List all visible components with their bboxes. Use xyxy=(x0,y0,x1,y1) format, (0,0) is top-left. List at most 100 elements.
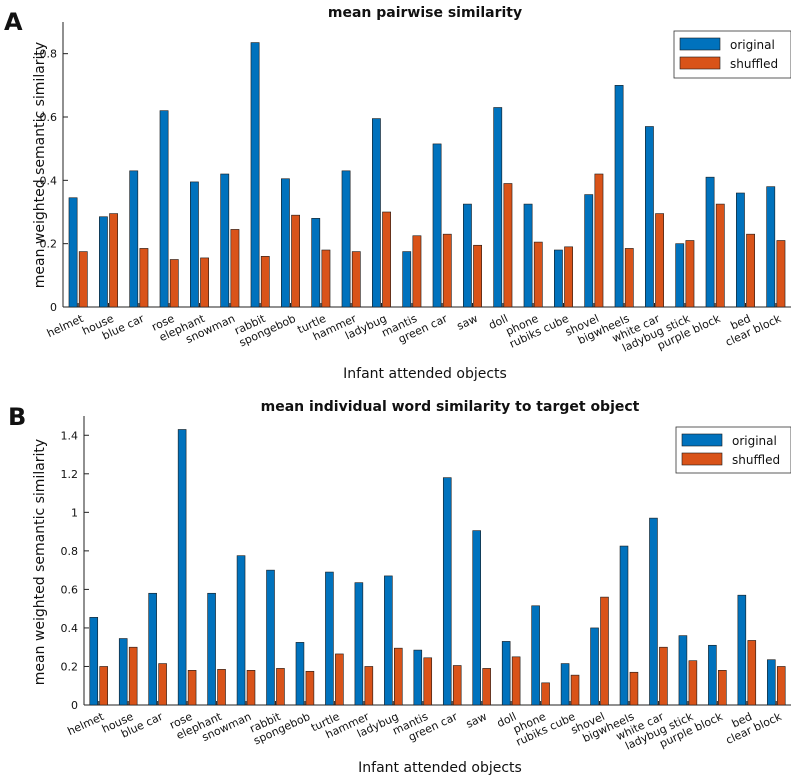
bar-shuffled xyxy=(217,669,226,706)
bar-shuffled xyxy=(655,213,664,308)
bar-original xyxy=(325,571,334,706)
bar-original xyxy=(531,605,540,706)
bar-original xyxy=(560,663,570,706)
bar-shuffled xyxy=(260,256,270,308)
bar-original xyxy=(442,477,452,706)
y-tick-label: 0.4 xyxy=(61,622,79,635)
bar-original xyxy=(354,582,364,706)
bar-original xyxy=(678,635,688,706)
bar-original xyxy=(590,627,599,706)
bar-original xyxy=(207,592,216,706)
bar-shuffled xyxy=(629,671,639,706)
bar-original xyxy=(736,192,745,308)
panel-letter: A xyxy=(4,8,23,36)
bar-original xyxy=(311,218,321,308)
bar-original xyxy=(708,644,717,706)
bar-original xyxy=(402,251,412,308)
bar-original xyxy=(493,107,503,308)
bar-shuffled xyxy=(78,251,88,308)
bar-shuffled xyxy=(99,666,108,706)
bar-shuffled xyxy=(351,251,361,308)
bar-original xyxy=(266,569,275,706)
legend-swatch-shuffled xyxy=(681,452,723,466)
bar-shuffled xyxy=(187,670,197,706)
legend-label-original: original xyxy=(730,38,775,52)
bar-shuffled xyxy=(473,244,482,308)
bar-original xyxy=(584,194,594,308)
bar-original xyxy=(649,517,658,706)
legend-swatch-original xyxy=(679,37,721,51)
bar-original xyxy=(413,649,423,706)
y-tick-label: 0.2 xyxy=(40,238,58,251)
bar-shuffled xyxy=(776,240,786,308)
y-tick-label: 1.2 xyxy=(61,468,79,481)
chart-title: mean individual word similarity to targe… xyxy=(261,399,640,415)
bar-shuffled xyxy=(364,666,374,706)
bar-original xyxy=(432,143,442,308)
y-tick-label: 0.8 xyxy=(40,48,58,61)
x-tick-label: saw xyxy=(455,312,480,333)
bar-shuffled xyxy=(158,663,167,706)
y-tick-label: 1.4 xyxy=(61,429,79,442)
bar-original xyxy=(220,173,230,308)
y-tick-label: 0.6 xyxy=(40,111,58,124)
bar-shuffled xyxy=(594,173,604,308)
x-axis-label: Infant attended objects xyxy=(358,760,522,776)
bar-shuffled xyxy=(685,240,695,308)
x-tick-label: clear block xyxy=(724,710,784,747)
bar-shuffled xyxy=(423,657,433,706)
y-tick-label: 0.8 xyxy=(61,545,79,558)
bar-original xyxy=(501,641,511,706)
bar-shuffled xyxy=(412,235,422,308)
bar-original xyxy=(295,642,305,706)
bar-original xyxy=(341,170,351,308)
panel-b: B mean individual word similarity to tar… xyxy=(8,399,791,776)
bar-original xyxy=(148,592,157,706)
bar-original xyxy=(159,110,169,308)
bar-shuffled xyxy=(452,665,462,706)
legend-swatch-shuffled xyxy=(679,56,721,70)
bar-original xyxy=(472,530,481,706)
x-tick-label: saw xyxy=(464,710,489,731)
bar-shuffled xyxy=(715,203,725,308)
legend-label-shuffled: shuffled xyxy=(732,453,780,467)
bar-original xyxy=(523,203,533,308)
bar-shuffled xyxy=(570,674,580,706)
bar-original xyxy=(118,638,128,706)
bar-original xyxy=(281,178,290,308)
bar-shuffled xyxy=(305,670,315,706)
bar-original xyxy=(675,243,685,308)
bar-original xyxy=(129,170,139,308)
panel-a: A mean pairwise similarity mean weighted… xyxy=(4,5,791,382)
bar-original xyxy=(767,659,776,706)
bar-original xyxy=(384,575,393,706)
y-tick-label: 1 xyxy=(71,506,78,519)
bar-shuffled xyxy=(230,229,240,308)
bar-shuffled xyxy=(503,183,513,308)
bar-original xyxy=(614,85,624,308)
bar-shuffled xyxy=(276,668,285,706)
bar-original xyxy=(177,429,187,706)
bar-shuffled xyxy=(291,214,300,308)
bar-shuffled xyxy=(246,670,256,706)
bar-shuffled xyxy=(718,670,727,706)
bar-original xyxy=(766,186,776,308)
bar-shuffled xyxy=(564,246,573,308)
legend-label-shuffled: shuffled xyxy=(730,57,778,71)
y-tick-label: 0.6 xyxy=(61,583,79,596)
bar-shuffled xyxy=(169,259,179,308)
bar-shuffled xyxy=(335,653,344,706)
bar-original xyxy=(463,203,472,308)
bar-shuffled xyxy=(746,233,755,308)
bar-original xyxy=(89,617,99,706)
bar-original xyxy=(236,555,246,706)
bar-shuffled xyxy=(600,596,609,706)
bar-original xyxy=(250,42,260,308)
bar-shuffled xyxy=(200,257,209,308)
bar-shuffled xyxy=(394,647,403,706)
bar-shuffled xyxy=(128,646,138,706)
y-tick-label: 0 xyxy=(50,301,57,314)
bar-original xyxy=(705,176,715,308)
